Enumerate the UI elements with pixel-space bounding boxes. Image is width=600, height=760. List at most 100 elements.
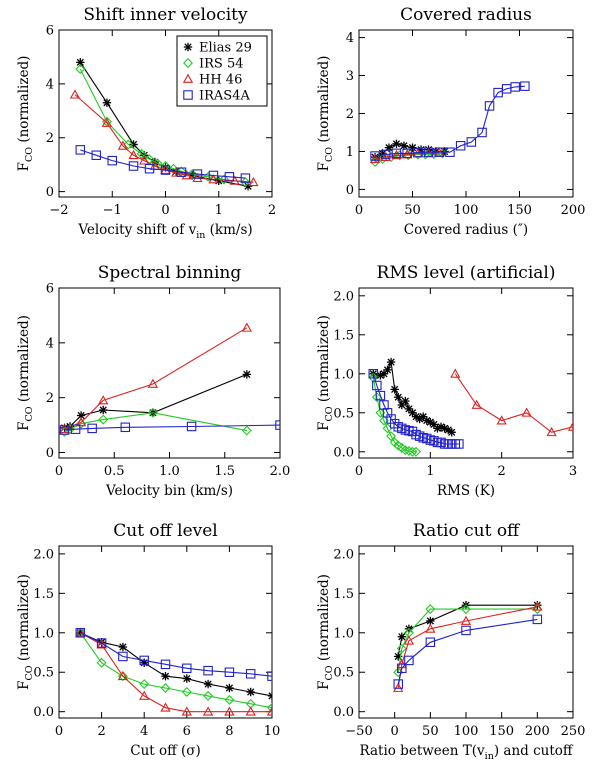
y-axis-label-main: F	[16, 681, 32, 690]
x-axis-label: Velocity shift of vin (km/s)	[77, 222, 252, 241]
y-tick-label: 0.0	[33, 705, 54, 720]
y-tick-label: 1	[346, 145, 354, 160]
data-point-elias-29	[118, 642, 128, 652]
data-point-hh-46	[425, 623, 436, 633]
data-point-iras4a	[414, 431, 425, 441]
data-point-iras4a	[411, 429, 421, 440]
data-point-irs-54	[400, 445, 411, 456]
data-point-irs-54	[181, 686, 192, 697]
data-point-iras4a	[484, 101, 495, 111]
y-axis-label-sub: CO	[324, 147, 335, 162]
data-point-iras4a	[393, 422, 403, 432]
data-point-hh-46	[403, 635, 415, 645]
data-point-elias-29	[447, 428, 456, 437]
data-point-iras4a	[182, 663, 192, 674]
data-point-iras4a	[510, 82, 520, 92]
data-point-iras4a	[375, 390, 386, 401]
x-tick-label: −1	[103, 203, 122, 218]
y-tick-label: 4	[346, 31, 354, 46]
y-axis-label-main: F	[316, 162, 332, 171]
data-point-hh-46	[450, 368, 461, 378]
x-tick-label: 0	[55, 724, 63, 739]
panel-binning: 0 0.5 1.0 1.5 2.0 0 2 4 6 Spectral binning Velocit…	[16, 263, 290, 499]
data-point-iras4a	[397, 423, 407, 434]
data-point-elias-29	[182, 674, 191, 683]
data-point-irs-54	[176, 166, 187, 177]
data-point-elias-29	[399, 141, 409, 150]
y-axis-label-rest: (normalized)	[316, 574, 332, 665]
data-point-iras4a	[455, 141, 466, 151]
y-axis-label-rest: (normalized)	[16, 315, 32, 406]
data-point-iras4a	[393, 679, 403, 689]
x-axis-label-sub: in	[485, 751, 494, 760]
data-point-irs-54	[461, 604, 471, 615]
plot-frame	[358, 29, 574, 198]
data-point-hh-46	[532, 601, 543, 611]
data-point-iras4a	[372, 380, 382, 391]
x-axis-label: Velocity bin (km/s)	[105, 483, 233, 499]
data-point-iras4a	[423, 147, 434, 157]
y-tick-label: 0.0	[333, 705, 354, 720]
data-point-irs-54	[136, 148, 147, 159]
x-axis-label-main: Velocity shift of v	[77, 222, 196, 238]
data-point-iras4a	[224, 667, 235, 677]
y-tick-label: 6	[46, 282, 54, 297]
x-tick-label: 1	[426, 464, 434, 479]
data-point-hh-46	[266, 706, 272, 716]
series-line-elias-29	[397, 604, 538, 657]
y-axis-label: FCO (normalized)	[316, 315, 335, 431]
data-point-irs-54	[139, 679, 150, 690]
data-point-hh-46	[369, 153, 381, 163]
data-point-hh-46	[241, 322, 252, 332]
y-tick-label: 1.0	[33, 626, 54, 641]
x-tick-label: 6	[183, 724, 191, 739]
data-point-elias-29	[397, 632, 406, 641]
x-tick-label: 1	[215, 203, 223, 218]
data-point-hh-46	[75, 417, 87, 427]
legend-marker-iras4a	[183, 90, 193, 100]
data-point-iras4a	[160, 659, 171, 670]
data-point-irs-54	[123, 139, 134, 150]
data-point-hh-46	[391, 149, 402, 160]
series-line-elias-29	[80, 632, 272, 697]
data-point-hh-46	[147, 378, 159, 388]
data-point-elias-29	[383, 365, 392, 375]
x-tick-label: 2	[268, 203, 276, 218]
data-point-iras4a	[436, 437, 446, 448]
data-point-iras4a	[275, 420, 280, 430]
data-point-iras4a	[144, 163, 155, 174]
panel-rms: 0 1 2 3 0.0 0.5 1.0 1.5 2.0 RMS level (artificial…	[316, 263, 577, 499]
data-point-hh-46	[59, 423, 70, 434]
y-axis-label-rest: (normalized)	[316, 315, 332, 406]
data-point-elias-29	[242, 370, 252, 379]
y-axis-label-sub: CO	[24, 406, 35, 421]
data-point-iras4a	[477, 127, 487, 138]
data-point-irs-54	[98, 414, 109, 425]
y-tick-label: 1.5	[33, 587, 54, 602]
data-point-iras4a	[160, 165, 171, 175]
x-tick-label: 0	[391, 724, 399, 739]
data-point-iras4a	[240, 173, 251, 183]
x-axis-label-main: Velocity bin (km/s)	[105, 483, 233, 499]
y-axis-label-main: F	[16, 422, 32, 431]
data-point-iras4a	[422, 433, 432, 444]
data-point-irs-54	[117, 671, 128, 682]
data-point-hh-46	[460, 615, 472, 625]
panel-shift: −2 −1 0 1 2 0 2 4 6 Shift inner velocity Velocity …	[16, 5, 276, 241]
series-iras4a	[370, 81, 530, 161]
data-point-iras4a	[91, 150, 102, 161]
y-axis-label: FCO (normalized)	[316, 56, 335, 172]
y-axis-label: FCO (normalized)	[16, 56, 35, 172]
x-axis-label: Covered radius (″)	[404, 222, 528, 238]
data-point-iras4a	[402, 148, 412, 159]
data-area	[59, 322, 280, 437]
y-tick-label: 2.0	[333, 547, 354, 562]
plot-frame	[58, 545, 273, 719]
y-axis-label-rest: (normalized)	[16, 574, 32, 665]
y-axis-label-sub: CO	[24, 665, 35, 680]
series-hh-46	[393, 601, 543, 692]
y-axis-label: FCO (normalized)	[16, 315, 35, 431]
data-point-iras4a	[75, 628, 86, 638]
data-point-irs-54	[240, 177, 251, 188]
